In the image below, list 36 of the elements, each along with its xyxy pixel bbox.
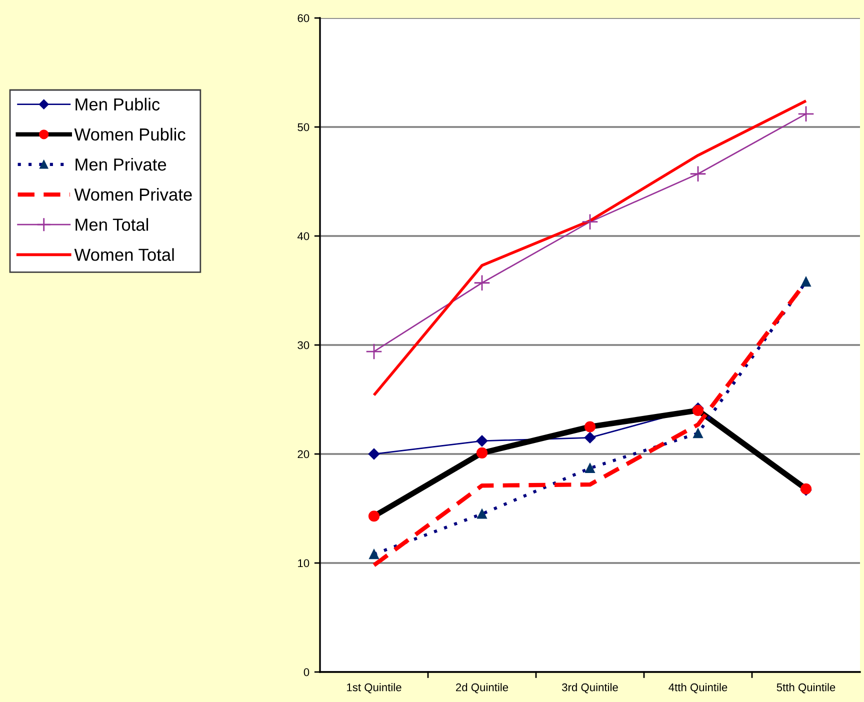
legend-label: Men Total [76, 218, 148, 231]
y-tick-label: 60 [298, 14, 310, 22]
y-tick-label: 50 [298, 123, 310, 132]
point [584, 432, 596, 444]
point [584, 421, 596, 432]
x-tick-label: 1st Quintile [347, 683, 402, 694]
line-series [372, 99, 808, 397]
legend-label: Women Private [74, 188, 192, 201]
point [476, 435, 488, 447]
y-tick-label: 40 [297, 232, 310, 240]
y-tick-label: 30 [298, 341, 310, 350]
legend-label: Men Private [76, 158, 166, 171]
point [801, 276, 811, 287]
x-tick-label: 3rd Quintile [562, 683, 618, 694]
y-tick-label: 20 [298, 450, 310, 458]
x-tick-label: 2d Quintile [456, 683, 508, 694]
point [690, 166, 706, 182]
point [369, 549, 379, 560]
point [366, 343, 382, 360]
point [477, 509, 487, 519]
point [474, 274, 490, 292]
point [582, 213, 598, 230]
y-tick-label: 10 [298, 559, 310, 568]
legend-label: Men Public [76, 98, 160, 111]
x-tick-label: 4tth Quintile [668, 683, 728, 694]
point [693, 428, 703, 438]
point [476, 447, 488, 458]
legend-label: Women Total [74, 248, 174, 261]
x-tick-label: 5tth Quintile [776, 683, 836, 694]
legend-label: Women Public [74, 128, 186, 141]
point [585, 463, 595, 474]
point [368, 448, 380, 460]
point [798, 106, 814, 122]
y-tick-label: 0 [304, 668, 310, 676]
point [368, 510, 380, 522]
point [692, 404, 704, 416]
